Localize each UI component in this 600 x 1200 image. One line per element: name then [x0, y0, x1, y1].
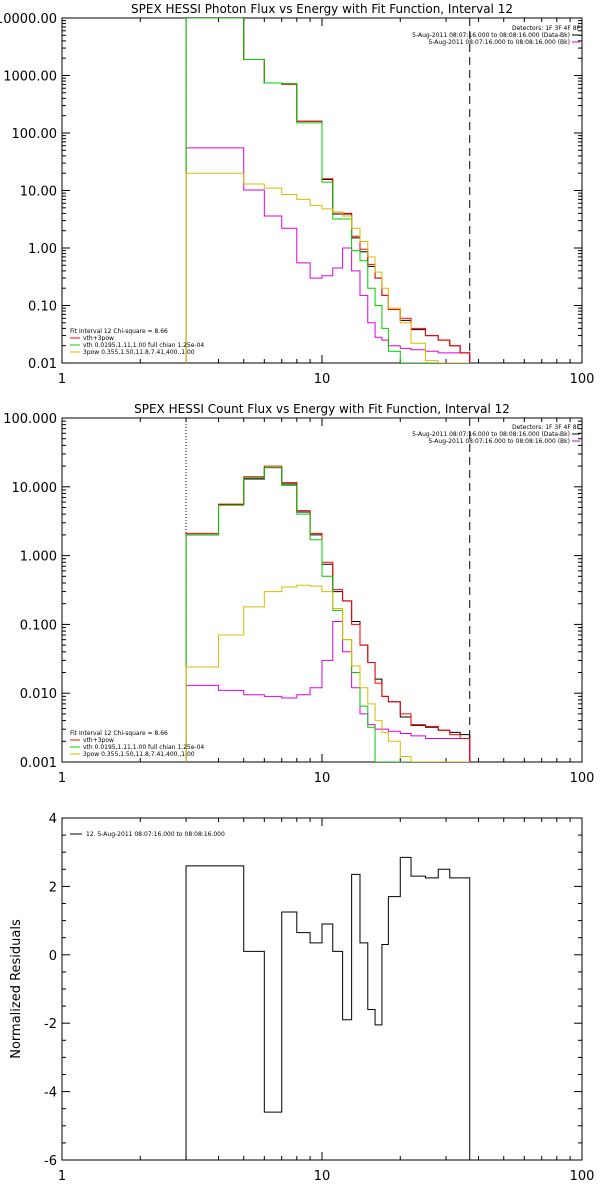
- info-top-0: 5-Aug-2011 08:07:16.000 to 08:08:16.000 …: [428, 39, 570, 46]
- series-3pow-1: [185, 584, 470, 762]
- info-top-1: Detectors: 1F 3F 4F 8F: [512, 424, 581, 431]
- y-tick-label-0: 1.00: [28, 242, 57, 257]
- y-tick-label-2: -6: [44, 1154, 57, 1169]
- series-vth-3pow-0: [185, 18, 471, 363]
- x-tick-label-2: 100: [570, 1169, 595, 1184]
- series-bk-1: [185, 621, 471, 762]
- legend-entry-0: vth 0.0195,1.11,1.00 full chian 1.25e-04: [83, 342, 204, 349]
- legend-entry-0: Fit Interval 12 Chi-square = 8.66: [70, 328, 168, 335]
- x-tick-label-1: 1: [58, 771, 66, 786]
- legend-entry-1: Fit Interval 12 Chi-square = 8.66: [70, 730, 168, 737]
- series-bk-0: [185, 147, 471, 363]
- x-tick-label-2: 1: [58, 1169, 66, 1184]
- y-tick-label-0: 0.01: [28, 357, 57, 372]
- y-tick-label-1: 0.001: [20, 756, 57, 771]
- y-tick-label-0: 10000.00: [0, 12, 57, 27]
- legend-entry-0: vth+3pow: [83, 335, 114, 342]
- y-tick-label-2: 4: [49, 812, 57, 827]
- y-axis-label-2: Normalized Residuals: [9, 919, 24, 1059]
- series-3pow-0: [185, 172, 470, 363]
- y-tick-label-1: 0.010: [20, 687, 57, 702]
- y-tick-label-0: 1000.00: [3, 70, 57, 85]
- y-tick-label-2: 0: [49, 949, 57, 964]
- series-vth-1: [185, 467, 470, 762]
- plot-frame-0: [61, 17, 583, 364]
- x-tick-label-0: 100: [570, 372, 595, 387]
- x-tick-label-2: 10: [314, 1169, 331, 1184]
- y-tick-label-0: 10.00: [20, 185, 57, 200]
- y-tick-label-2: -2: [44, 1017, 57, 1032]
- y-tick-label-1: 100.000: [3, 412, 57, 427]
- y-tick-label-1: 0.100: [20, 618, 57, 633]
- y-tick-label-0: 100.00: [12, 127, 58, 142]
- info-top-0: 5-Aug-2011 08:07:16.000 to 08:08:16.000 …: [412, 32, 570, 39]
- series-data-bk-1: [185, 467, 471, 762]
- x-tick-label-1: 100: [570, 771, 595, 786]
- x-tick-label-0: 10: [314, 372, 331, 387]
- x-tick-label-0: 1: [58, 372, 66, 387]
- chart-title-0: SPEX HESSI Photon Flux vs Energy with Fi…: [131, 2, 513, 16]
- info-top-0: Detectors: 1F 3F 4F 8F: [512, 25, 581, 32]
- series-data-bk-0: [185, 18, 471, 363]
- info-top-1: 5-Aug-2011 08:07:16.000 to 08:08:16.000 …: [428, 438, 570, 445]
- legend-entry-1: vth 0.0195,1.11,1.00 full chian 1.25e-04: [83, 744, 204, 751]
- chart-title-1: SPEX HESSI Count Flux vs Energy with Fit…: [134, 402, 510, 416]
- legend-entry-1: 3pow 0.355,1.50,11.8,7.41,400.,1.00: [83, 751, 195, 758]
- info-top-1: 5-Aug-2011 08:07:16.000 to 08:08:16.000 …: [412, 431, 570, 438]
- y-tick-label-0: 0.10: [28, 300, 57, 315]
- series-residuals-2: [185, 856, 471, 1160]
- series-vth-3pow-1: [185, 465, 471, 762]
- y-tick-label-1: 1.000: [20, 550, 57, 565]
- legend-entry-0: 3pow 0.355,1.50,11.8,7.41,400.,1.00: [83, 349, 195, 356]
- x-tick-label-1: 10: [314, 771, 331, 786]
- plot-frame-2: [61, 817, 583, 1161]
- y-tick-label-2: -4: [44, 1086, 57, 1101]
- legend-entry-2: 12. 5-Aug-2011 08:07:16.000 to 08:08:16.…: [86, 831, 225, 838]
- y-tick-label-1: 10.000: [12, 481, 58, 496]
- series-vth-0: [185, 18, 470, 363]
- legend-entry-1: vth+3pow: [83, 737, 114, 744]
- y-tick-label-2: 2: [49, 880, 57, 895]
